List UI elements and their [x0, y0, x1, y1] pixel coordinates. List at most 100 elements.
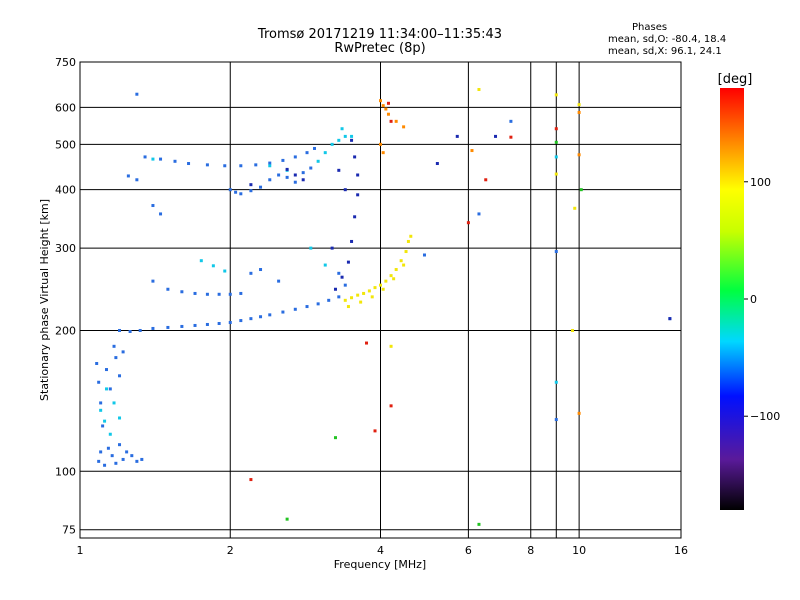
data-point: [381, 287, 385, 291]
data-point: [239, 291, 243, 295]
data-point: [323, 151, 327, 155]
data-point: [118, 374, 122, 378]
data-point: [249, 271, 253, 275]
data-point: [350, 239, 354, 243]
data-point: [138, 328, 142, 332]
data-point: [277, 279, 281, 283]
colorbar-tick-label: 100: [750, 176, 771, 189]
data-point: [159, 212, 163, 216]
data-point: [350, 138, 354, 142]
data-point: [110, 454, 114, 458]
data-point: [554, 93, 558, 97]
data-point: [108, 387, 112, 391]
data-point: [343, 298, 347, 302]
data-point: [340, 275, 344, 279]
data-point: [118, 443, 122, 447]
data-point: [343, 188, 347, 192]
data-point: [386, 101, 390, 105]
data-point: [359, 300, 363, 304]
data-point: [381, 151, 385, 155]
data-point: [239, 192, 243, 196]
data-point: [97, 459, 101, 463]
data-point: [249, 183, 253, 187]
data-point: [554, 250, 558, 254]
data-point: [99, 450, 103, 454]
data-point: [99, 401, 103, 405]
data-point: [151, 279, 155, 283]
y-tick-label: 300: [55, 242, 76, 255]
chart-title: Tromsø 20171219 11:34:00–11:35:43: [257, 27, 503, 42]
data-point: [128, 329, 132, 333]
data-point: [346, 305, 350, 309]
data-point: [193, 323, 197, 327]
data-point: [103, 419, 107, 423]
data-point: [285, 175, 289, 179]
data-point: [350, 296, 354, 300]
data-point: [470, 149, 474, 153]
data-point: [97, 380, 101, 384]
data-point: [217, 292, 221, 296]
grid-lines: [79, 61, 682, 538]
data-point: [95, 361, 99, 365]
colorbar-ticks: 100 0 −100: [744, 176, 780, 423]
data-point: [455, 134, 459, 138]
data-point: [389, 404, 393, 408]
data-point: [373, 429, 377, 433]
data-point: [362, 291, 366, 295]
y-tick-label: 750: [55, 56, 76, 69]
data-point: [379, 283, 382, 287]
data-point: [333, 287, 337, 291]
data-point: [205, 322, 209, 326]
data-point: [151, 204, 155, 208]
x-tick-label: 16: [674, 544, 688, 557]
data-point: [337, 271, 341, 275]
data-point: [353, 215, 357, 219]
data-point: [389, 274, 393, 278]
data-point: [337, 295, 341, 299]
phases-o-stats: mean, sd,O: -80.4, 18.4: [608, 34, 727, 45]
data-point: [293, 155, 297, 159]
data-point: [406, 239, 410, 243]
data-point: [484, 178, 488, 182]
x-tick-label: 2: [227, 544, 234, 557]
data-point: [554, 155, 558, 159]
data-point: [509, 119, 513, 123]
data-point: [554, 380, 558, 384]
data-point: [101, 424, 105, 428]
data-point: [356, 173, 360, 177]
data-points: [95, 88, 672, 526]
data-point: [327, 298, 331, 302]
data-point: [223, 269, 227, 273]
data-point: [346, 260, 350, 264]
data-point: [259, 315, 263, 319]
data-point: [668, 317, 672, 321]
data-point: [330, 142, 334, 146]
data-point: [249, 478, 253, 482]
data-point: [285, 167, 289, 171]
data-point: [151, 326, 155, 330]
data-point: [384, 279, 388, 283]
data-point: [249, 317, 253, 321]
data-point: [259, 268, 263, 272]
data-point: [422, 253, 426, 257]
data-point: [316, 302, 320, 306]
data-point: [337, 138, 341, 142]
data-point: [404, 250, 408, 254]
y-tick-label: 600: [55, 101, 76, 114]
data-point: [394, 119, 398, 123]
data-point: [281, 158, 285, 162]
data-point: [392, 277, 396, 281]
x-tick-label: 6: [465, 544, 472, 557]
y-tick-label: 400: [55, 184, 76, 197]
data-point: [99, 408, 103, 412]
data-point: [211, 264, 215, 268]
data-point: [350, 134, 354, 138]
data-point: [293, 307, 297, 311]
data-point: [330, 246, 334, 250]
data-point: [121, 457, 125, 461]
data-point: [159, 157, 163, 161]
data-point: [104, 387, 108, 391]
data-point: [365, 341, 369, 345]
data-point: [118, 328, 122, 332]
data-point: [112, 401, 116, 405]
